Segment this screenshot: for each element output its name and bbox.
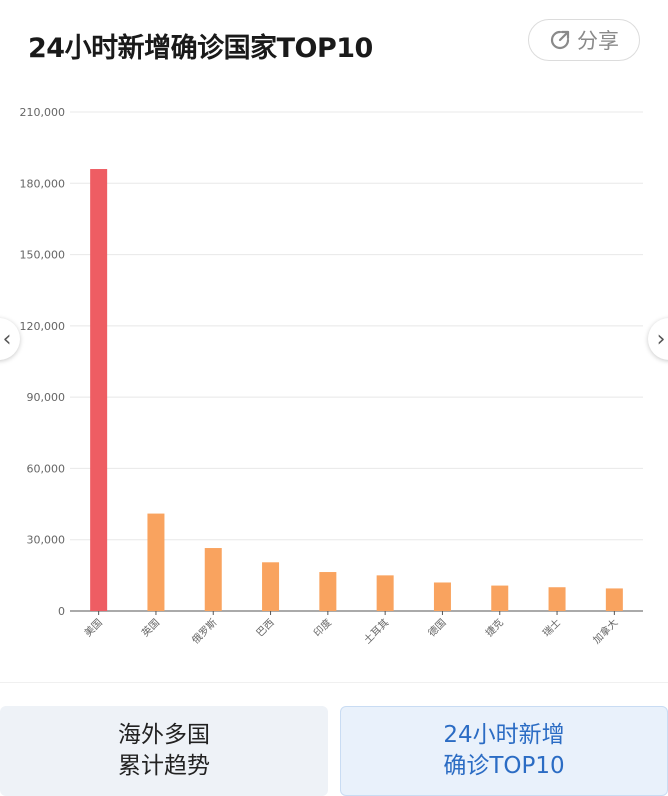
share-label: 分享 <box>577 29 619 53</box>
x-tick-label: 加拿大 <box>590 616 620 646</box>
y-tick-label: 90,000 <box>27 391 66 404</box>
y-tick-label: 120,000 <box>20 320 66 333</box>
x-tick-label: 巴西 <box>254 617 277 640</box>
x-tick-label: 德国 <box>425 616 448 639</box>
y-tick-label: 0 <box>58 605 65 618</box>
chevron-left-icon: ‹ <box>2 326 12 352</box>
share-button[interactable]: 分享 <box>528 19 640 61</box>
tab-top10-line2: 确诊TOP10 <box>443 753 565 779</box>
bar-2[interactable] <box>204 548 222 611</box>
x-tick-label: 瑞士 <box>540 616 563 639</box>
x-tick-label: 土耳其 <box>361 616 391 646</box>
divider <box>0 682 668 683</box>
tab-overseas-trend[interactable]: 海外多国 累计趋势 <box>0 706 328 796</box>
bar-7[interactable] <box>491 585 509 611</box>
bar-8[interactable] <box>548 587 566 611</box>
x-tick-label: 英国 <box>139 616 162 639</box>
x-tick-label: 美国 <box>81 616 104 639</box>
y-tick-label: 60,000 <box>27 462 66 475</box>
bar-chart: 0 30,000 60,000 90,000 120,000 150,000 180,000… <box>20 106 643 646</box>
y-tick-label: 30,000 <box>27 534 66 547</box>
bar-9[interactable] <box>605 588 623 611</box>
prev-chart-button[interactable]: ‹ <box>0 318 20 360</box>
y-tick-label: 150,000 <box>20 249 66 262</box>
tab-overseas-trend-line1: 海外多国 <box>118 722 210 748</box>
bar-0[interactable] <box>90 169 108 611</box>
share-icon <box>549 29 571 51</box>
bar-3[interactable] <box>262 562 280 611</box>
chevron-right-icon: › <box>656 326 666 352</box>
bar-4[interactable] <box>319 572 337 611</box>
x-tick-label: 捷克 <box>483 616 506 639</box>
tab-overseas-trend-line2: 累计趋势 <box>118 753 210 779</box>
bar-5[interactable] <box>376 575 394 611</box>
tab-top10-new-cases[interactable]: 24小时新增 确诊TOP10 <box>340 706 668 796</box>
bar-1[interactable] <box>147 513 165 611</box>
x-tick-label: 俄罗斯 <box>189 616 219 646</box>
bar-6[interactable] <box>433 582 451 611</box>
tab-top10-line1: 24小时新增 <box>443 722 565 748</box>
y-tick-label: 210,000 <box>20 106 66 119</box>
page-title: 24小时新增确诊国家TOP10 <box>28 33 373 64</box>
x-tick-label: 印度 <box>311 616 334 639</box>
next-chart-button[interactable]: › <box>648 318 668 360</box>
y-tick-label: 180,000 <box>20 177 66 190</box>
